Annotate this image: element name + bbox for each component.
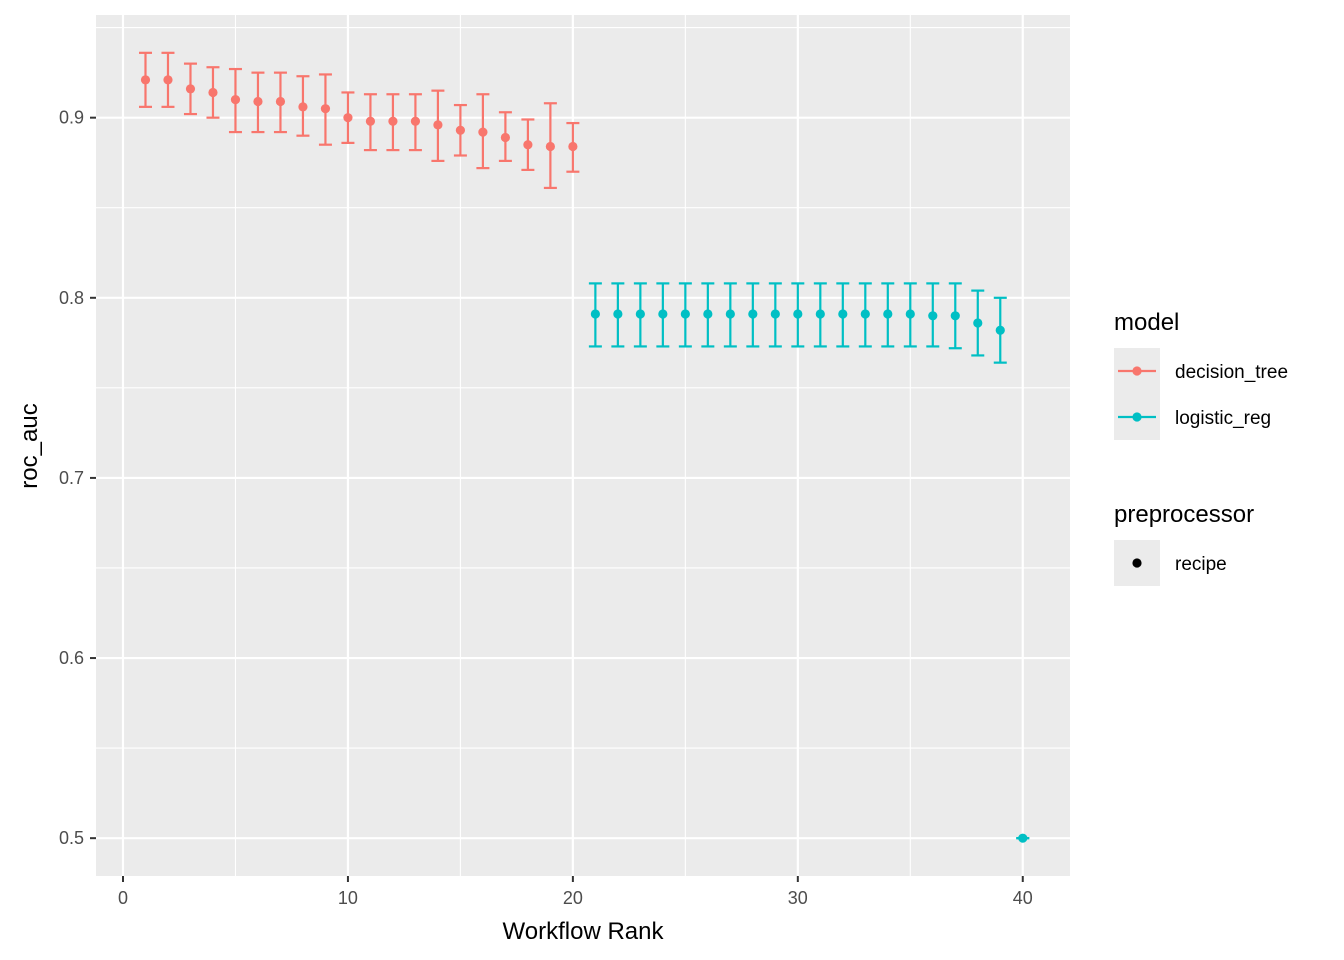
data-point — [793, 309, 803, 319]
legend-point — [1132, 558, 1142, 568]
data-point — [815, 309, 825, 319]
y-tick-label: 0.8 — [59, 288, 84, 308]
series-decision_tree — [138, 51, 580, 190]
legend-label: logistic_reg — [1175, 408, 1271, 429]
series-logistic_reg — [588, 282, 1030, 843]
legend-title: model — [1114, 309, 1179, 336]
data-point — [140, 75, 151, 85]
data-point — [433, 120, 443, 130]
data-point — [905, 309, 915, 319]
data-point — [275, 96, 286, 107]
data-point — [298, 102, 308, 112]
x-axis: 0 10 20 30 40 — [118, 876, 1033, 908]
y-axis-title: roc_auc — [16, 403, 43, 488]
data-point — [163, 75, 173, 85]
data-point — [635, 309, 645, 319]
legend: model decision_tree logistic_reg preprocess… — [1114, 309, 1288, 586]
data-point — [410, 116, 421, 126]
x-tick-label: 40 — [1013, 888, 1033, 908]
data-point — [365, 116, 376, 126]
data-point — [680, 309, 690, 319]
data-point — [995, 325, 1005, 335]
data-point — [545, 141, 555, 152]
data-point — [208, 87, 218, 98]
data-point — [860, 309, 870, 319]
data-point — [478, 127, 488, 137]
data-point — [950, 311, 960, 321]
grid-minor — [96, 15, 1070, 876]
legend-entry: recipe — [1114, 540, 1227, 586]
legend-point — [1132, 366, 1142, 376]
data-point — [320, 104, 331, 114]
data-point — [973, 318, 983, 328]
legend-label: decision_tree — [1175, 362, 1288, 383]
y-tick-label: 0.9 — [59, 108, 84, 128]
data-point — [523, 140, 533, 150]
data-point — [500, 132, 510, 143]
legend-preprocessor: preprocessor recipe — [1114, 501, 1254, 586]
data-point — [725, 309, 735, 319]
data-point — [770, 309, 780, 319]
x-tick-label: 30 — [788, 888, 808, 908]
y-tick-label: 0.6 — [59, 648, 84, 668]
data-point — [230, 95, 241, 105]
data-point — [658, 309, 668, 319]
data-point — [253, 96, 263, 107]
data-point — [455, 125, 466, 135]
data-point — [838, 309, 848, 319]
x-tick-label: 0 — [118, 888, 128, 908]
x-tick-label: 20 — [563, 888, 583, 908]
legend-title: preprocessor — [1114, 501, 1254, 528]
x-tick-label: 10 — [338, 888, 358, 908]
plot-panel — [96, 15, 1070, 876]
data-marks — [138, 51, 1030, 843]
data-point — [883, 309, 893, 319]
data-point — [928, 311, 938, 321]
data-point — [590, 309, 600, 319]
data-point — [388, 116, 398, 126]
data-point — [343, 113, 353, 123]
y-axis: 0.5 0.6 0.7 0.8 0.9 — [59, 108, 96, 848]
data-point — [703, 309, 713, 319]
data-point — [748, 309, 758, 319]
legend-point — [1132, 412, 1142, 422]
y-tick-label: 0.7 — [59, 468, 84, 488]
legend-entry: decision_tree — [1114, 348, 1288, 394]
x-axis-title: Workflow Rank — [503, 918, 665, 945]
legend-label: recipe — [1175, 554, 1227, 575]
data-point — [1018, 833, 1028, 843]
legend-model: model decision_tree logistic_reg — [1114, 309, 1288, 440]
data-point — [613, 309, 623, 319]
data-point — [185, 84, 196, 94]
y-tick-label: 0.5 — [59, 828, 84, 848]
data-point — [568, 141, 578, 152]
legend-entry: logistic_reg — [1114, 394, 1271, 440]
